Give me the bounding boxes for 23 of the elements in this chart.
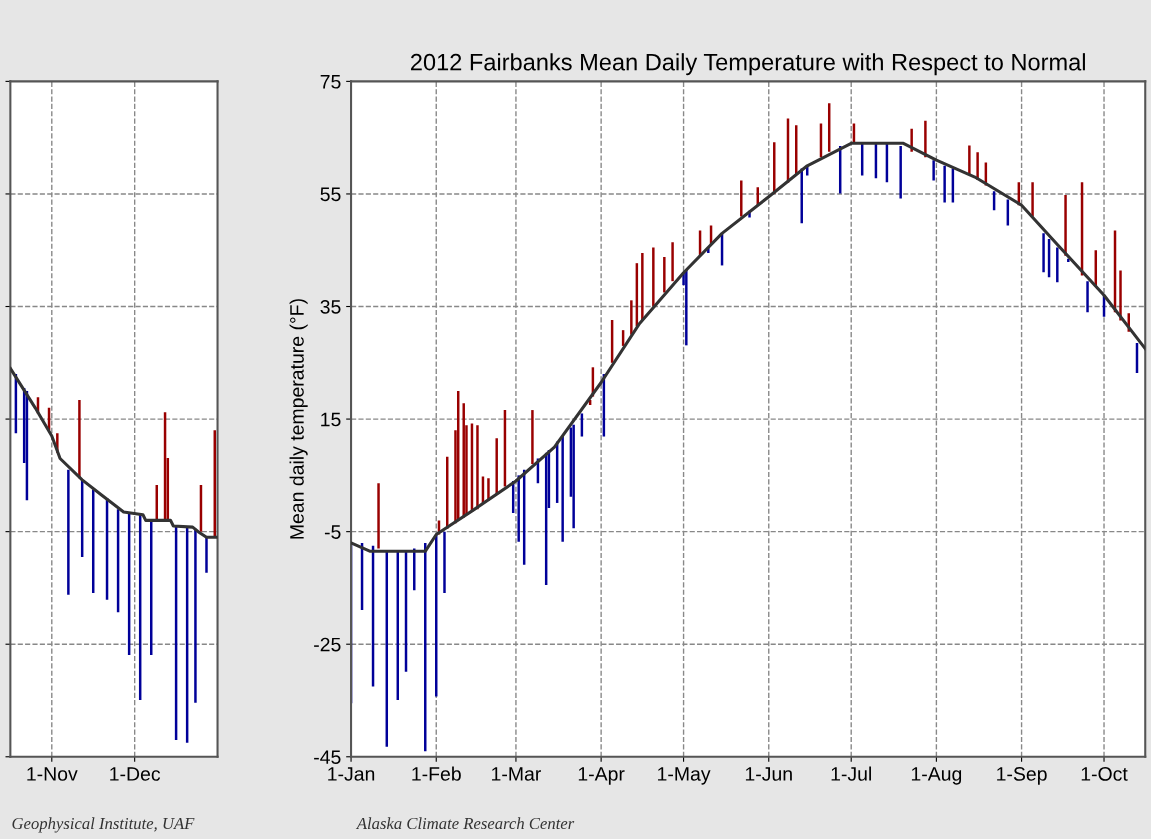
y-tick-label: 15 xyxy=(321,412,341,427)
x-tick-label: 1-May xyxy=(658,767,711,785)
chart-title: 2012 Fairbanks Mean Daily Temperature with Respect to Normal xyxy=(411,53,1085,76)
x-tick-label: 1-Jan xyxy=(328,767,375,781)
y-tick-label: 35 xyxy=(320,299,341,314)
y-tick-label: -5 xyxy=(324,525,341,539)
y-tick-label: 55 xyxy=(320,187,341,202)
x-tick-label: 1-Mar xyxy=(492,767,542,781)
x-tick-label: 1-Dec xyxy=(110,767,161,781)
y-tick-label: 75 xyxy=(320,75,341,89)
x-tick-label: 1-Feb xyxy=(412,766,461,781)
y-axis-title: Mean daily temperature (°F) xyxy=(289,299,308,539)
text: Geophysical Institute, UAF xyxy=(12,817,195,833)
x-tick-label: 1-Aug xyxy=(911,767,962,785)
x-tick-label: 1-Jun xyxy=(745,767,792,781)
x-tick-label: 1-Apr xyxy=(578,767,625,785)
y-tick-label: -25 xyxy=(314,637,341,652)
x-tick-label: 1-Nov xyxy=(27,767,78,781)
text: Alaska Climate Research Center xyxy=(355,817,575,830)
x-tick-label: 1-Sep xyxy=(997,767,1047,785)
x-tick-label: 1-Oct xyxy=(1081,767,1128,781)
x-tick-label: 1-Jul xyxy=(831,766,871,781)
y-tick-label: -45 xyxy=(314,750,341,765)
